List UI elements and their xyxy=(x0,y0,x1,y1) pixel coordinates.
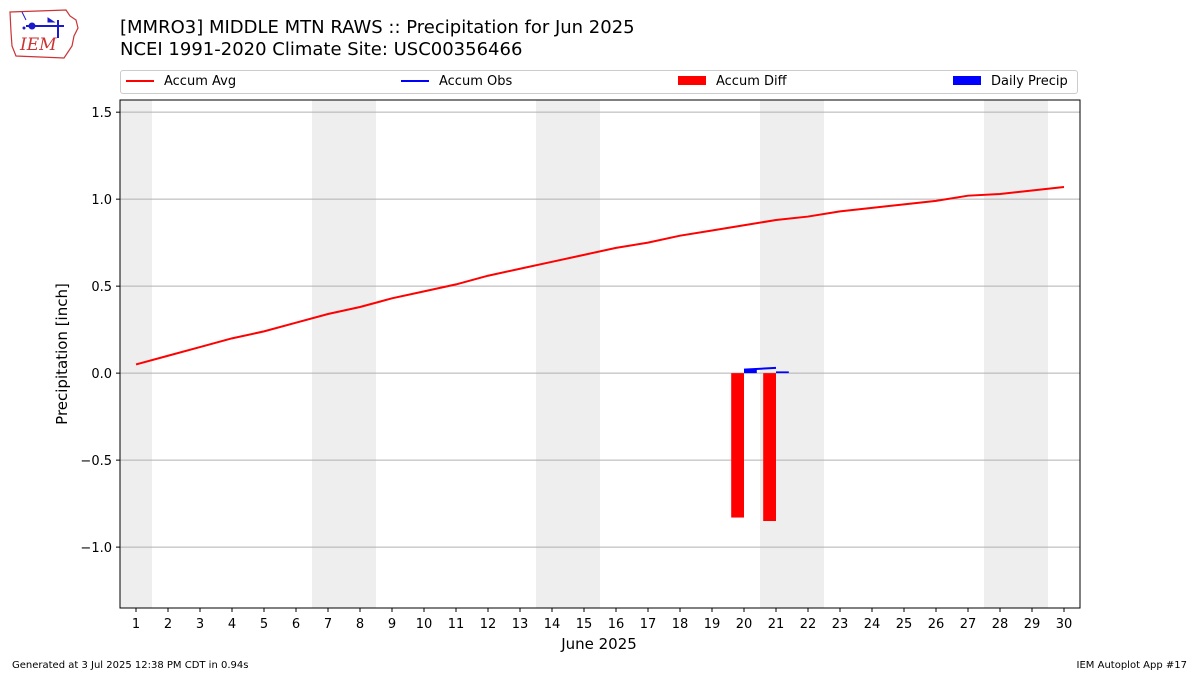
x-tick-label: 8 xyxy=(356,617,364,632)
x-tick-label: 23 xyxy=(832,617,849,632)
legend-label-daily-precip: Daily Precip xyxy=(991,74,1068,89)
accum-diff-bar xyxy=(731,373,744,518)
weekend-band-0 xyxy=(120,100,152,608)
y-tick-label: 1.0 xyxy=(91,193,112,208)
x-tick-label: 4 xyxy=(228,617,236,632)
y-tick-label: −1.0 xyxy=(80,541,112,556)
x-tick-label: 19 xyxy=(704,617,721,632)
x-tick-label: 14 xyxy=(544,617,561,632)
weekend-band-4 xyxy=(984,100,1048,608)
x-tick-label: 2 xyxy=(164,617,172,632)
legend-item-accum-obs: Accum Obs xyxy=(401,74,512,90)
legend-label-accum-diff: Accum Diff xyxy=(716,74,787,89)
y-axis-label: Precipitation [inch] xyxy=(53,283,71,425)
x-tick-label: 27 xyxy=(960,617,977,632)
x-tick-label: 17 xyxy=(640,617,657,632)
legend-label-accum-avg: Accum Avg xyxy=(164,74,237,89)
x-tick-label: 7 xyxy=(324,617,332,632)
x-tick-label: 28 xyxy=(992,617,1009,632)
x-tick-label: 15 xyxy=(576,617,593,632)
legend-swatch-accum-diff xyxy=(678,76,706,85)
axes: −1.0−0.50.00.51.01.51 2 3 4 5 6 7 8 9 10 11 12 13 14 1… xyxy=(80,99,1081,632)
x-tick-label: 9 xyxy=(388,617,396,632)
x-tick-label: 29 xyxy=(1024,617,1041,632)
y-tick-label: 1.5 xyxy=(91,106,112,121)
weekend-shading xyxy=(120,100,1048,608)
x-tick-label: 26 xyxy=(928,617,945,632)
x-tick-label: 5 xyxy=(260,617,268,632)
daily-precip-bar xyxy=(776,371,789,374)
chart-subtitle: NCEI 1991-2020 Climate Site: USC00356466 xyxy=(120,39,523,60)
x-tick-label: 18 xyxy=(672,617,689,632)
y-tick-label: −0.5 xyxy=(80,454,112,469)
legend-swatch-accum-avg xyxy=(126,79,154,82)
legend-label-accum-obs: Accum Obs xyxy=(439,74,513,89)
bars xyxy=(731,369,789,522)
x-tick-label: 10 xyxy=(416,617,433,632)
legend: Accum Avg Accum Obs Accum Diff Daily Pre… xyxy=(120,70,1078,94)
x-tick-label: 30 xyxy=(1056,617,1073,632)
x-tick-label: 3 xyxy=(196,617,204,632)
legend-swatch-daily-precip xyxy=(953,76,981,85)
x-tick-label: 6 xyxy=(292,617,300,632)
accum-obs-line xyxy=(743,366,777,371)
footer-generated-text: Generated at 3 Jul 2025 12:38 PM CDT in … xyxy=(12,660,249,671)
chart-title: [MMRO3] MIDDLE MTN RAWS :: Precipitation… xyxy=(120,17,635,38)
x-tick-label: 24 xyxy=(864,617,881,632)
plot-frame xyxy=(119,99,1081,609)
footer-app-text: IEM Autoplot App #17 xyxy=(1076,660,1187,671)
legend-item-daily-precip: Daily Precip xyxy=(953,74,1068,90)
logo-text: IEM xyxy=(19,35,57,55)
x-tick-label: 20 xyxy=(736,617,753,632)
accum-avg-line xyxy=(135,185,1065,366)
daily-precip-bar xyxy=(744,369,757,374)
weekend-band-2 xyxy=(536,100,600,608)
legend-swatch-accum-obs xyxy=(401,79,429,82)
weekend-band-3 xyxy=(760,100,824,608)
iem-logo: IEM xyxy=(9,9,79,59)
iowa-outline-icon xyxy=(9,9,79,59)
weekend-band-1 xyxy=(312,100,376,608)
x-tick-label: 1 xyxy=(132,617,140,632)
x-tick-label: 25 xyxy=(896,617,913,632)
x-tick-label: 12 xyxy=(480,617,497,632)
x-tick-label: 21 xyxy=(768,617,785,632)
accum-diff-bar xyxy=(763,373,776,522)
gridlines xyxy=(120,111,1080,548)
legend-item-accum-diff: Accum Diff xyxy=(678,74,787,90)
x-tick-label: 13 xyxy=(512,617,529,632)
x-tick-label: 22 xyxy=(800,617,817,632)
y-tick-label: 0.5 xyxy=(91,280,112,295)
weather-instrument-icon xyxy=(21,11,64,38)
legend-item-accum-avg: Accum Avg xyxy=(126,74,236,90)
x-tick-label: 11 xyxy=(448,617,465,632)
x-tick-label: 16 xyxy=(608,617,625,632)
y-tick-label: 0.0 xyxy=(91,367,112,382)
lines xyxy=(135,185,1065,371)
x-axis-label: June 2025 xyxy=(560,635,637,653)
